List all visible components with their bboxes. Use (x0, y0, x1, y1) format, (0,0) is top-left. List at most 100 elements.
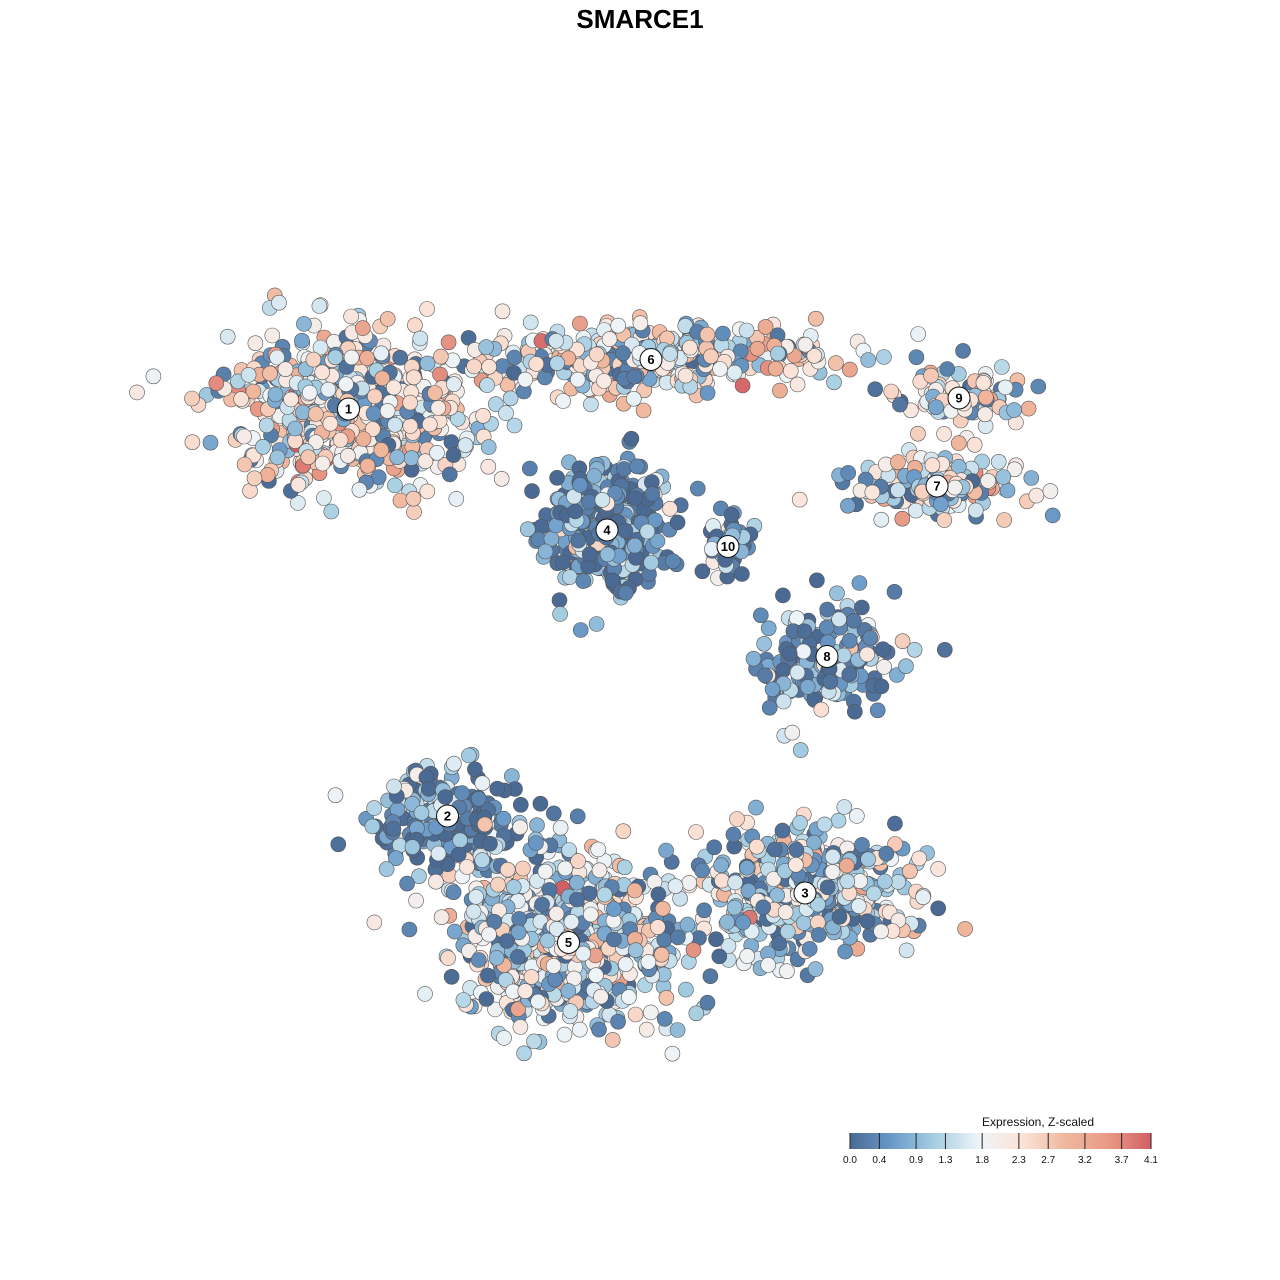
cluster-label-text: 5 (565, 935, 572, 950)
cell-point (524, 483, 540, 499)
cell-point (359, 457, 376, 474)
cell-point (679, 916, 696, 933)
cell-point (711, 948, 728, 965)
cell-point (428, 873, 444, 890)
cell-point (433, 909, 450, 926)
cell-point (749, 340, 766, 357)
cell-point (591, 1021, 607, 1038)
cell-point (638, 1021, 655, 1038)
cell-point (533, 518, 550, 535)
cell-point (545, 805, 562, 822)
cell-point (755, 899, 772, 916)
cell-point (699, 994, 716, 1011)
cell-point (892, 396, 908, 413)
cluster-label-text: 2 (444, 809, 451, 824)
cluster-label-text: 9 (955, 391, 962, 406)
cell-point (449, 411, 466, 427)
cell-point (846, 612, 862, 629)
cell-point (440, 950, 456, 966)
cell-point (694, 862, 710, 879)
cell-point (512, 1019, 529, 1035)
cluster-labels-layer: 1 6 9 7 4 10 8 2 3 5 (337, 348, 971, 954)
cell-point (995, 469, 1012, 485)
cell-point (669, 1022, 686, 1038)
cell-point (689, 480, 706, 497)
cell-point (656, 1011, 673, 1027)
cell-point (734, 377, 751, 394)
cell-point (977, 406, 993, 423)
cell-point (1042, 483, 1059, 499)
cell-point (678, 981, 694, 998)
cell-point (588, 346, 605, 363)
legend-tick-label: 3.7 (1115, 1155, 1129, 1166)
cell-point (461, 747, 477, 764)
cell-point (575, 945, 592, 962)
cell-point (385, 379, 402, 396)
cell-point (831, 908, 848, 925)
cell-point (267, 386, 284, 403)
cell-point (890, 454, 906, 470)
cell-point (327, 787, 344, 804)
cell-point (625, 390, 642, 407)
cell-point (819, 879, 836, 896)
cell-point (799, 679, 816, 695)
cell-point (841, 666, 858, 683)
cell-point (806, 347, 823, 364)
cell-point (876, 349, 892, 365)
cell-point (443, 968, 460, 985)
cell-point (523, 969, 540, 985)
cell-point (419, 483, 436, 500)
cell-point (990, 453, 1007, 470)
cell-point (699, 326, 716, 343)
cell-point (639, 523, 656, 540)
cluster-label-10: 10 (716, 535, 740, 558)
cell-point (702, 968, 719, 985)
cell-point (610, 317, 627, 334)
cell-point (407, 317, 423, 334)
cell-point (848, 808, 865, 824)
cell-point (766, 841, 783, 858)
cell-point (886, 583, 903, 600)
cell-point (506, 417, 523, 434)
cell-point (978, 389, 994, 406)
cell-point (320, 381, 337, 398)
cell-point (572, 622, 589, 638)
cell-point (470, 790, 487, 807)
cell-point (551, 592, 568, 609)
legend-tick-label: 0.0 (843, 1155, 857, 1166)
cell-point (366, 388, 383, 405)
cell-point (859, 913, 876, 930)
cell-point (801, 941, 818, 957)
cell-point (864, 484, 881, 501)
cell-point (792, 742, 809, 758)
cluster-label-text: 8 (823, 649, 830, 664)
cell-point (667, 878, 684, 895)
cell-point (258, 417, 275, 434)
cell-point (420, 781, 437, 797)
cell-point (233, 391, 249, 407)
cell-point (364, 421, 381, 437)
cell-point (616, 859, 633, 876)
cell-point (300, 449, 317, 466)
cell-point (343, 349, 360, 366)
cell-point (767, 360, 784, 377)
cell-point (906, 641, 923, 658)
cell-point (757, 319, 774, 335)
cell-point (860, 352, 877, 368)
cell-point (290, 495, 306, 511)
cell-point (967, 502, 984, 519)
cell-point (792, 815, 808, 831)
cell-point (757, 667, 773, 684)
cell-point (818, 619, 835, 636)
cell-point (572, 477, 588, 493)
cell-point (295, 404, 311, 421)
cell-point (898, 658, 914, 675)
cell-point (607, 485, 623, 501)
cell-point (890, 874, 907, 890)
cell-point (269, 349, 285, 366)
cell-point (493, 470, 510, 487)
cell-point (487, 1001, 503, 1018)
cell-point (1028, 487, 1045, 504)
cell-point (745, 650, 762, 667)
cell-point (547, 971, 563, 988)
